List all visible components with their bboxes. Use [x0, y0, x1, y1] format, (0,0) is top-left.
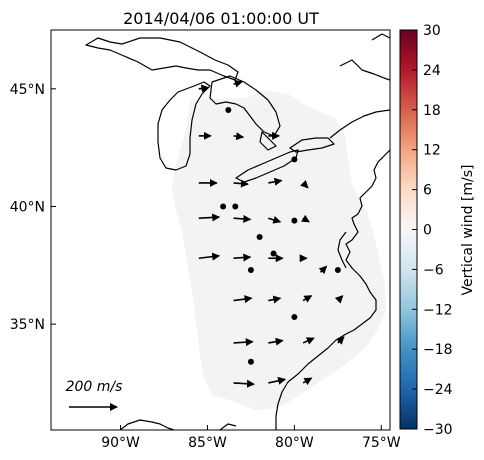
station-marker — [247, 358, 254, 365]
wind-vector — [198, 84, 210, 93]
vertical-wind-coverage — [172, 90, 386, 410]
wind-vectors — [198, 79, 345, 388]
colorbar-tick-label: −24 — [423, 382, 453, 398]
wind-vector — [233, 179, 249, 188]
wind-vector — [268, 376, 287, 385]
wind-vector — [233, 253, 252, 262]
longitude-label: 85°W — [188, 435, 227, 451]
wind-vector — [268, 215, 282, 224]
colorbar-tick-label: −6 — [423, 262, 444, 278]
colorbar-label: Vertical wind [m/s] — [460, 165, 476, 296]
colorbar-tick-label: 6 — [423, 183, 432, 199]
coastlines — [85, 33, 390, 430]
wind-vector — [233, 79, 243, 88]
station-marker — [247, 267, 254, 273]
wind-vector — [334, 295, 344, 304]
station-marker — [334, 267, 341, 273]
longitude-label: 80°W — [275, 435, 314, 451]
wind-vector — [268, 177, 283, 186]
longitude-label: 75°W — [362, 435, 401, 451]
station-marker — [220, 203, 227, 210]
station-marker — [270, 250, 277, 257]
latitude-label: 35°N — [10, 317, 45, 333]
wind-vector — [268, 337, 284, 346]
colorbar-tick-label: 24 — [423, 63, 441, 79]
station-markers — [220, 107, 341, 365]
wind-vector — [198, 252, 221, 261]
wind-vector — [336, 336, 345, 345]
colorbar-tick-label: −18 — [423, 342, 453, 358]
colorbar: 30 24 18 12 6 0 −6 −12 −18 −24 −30 Vertical wind [… — [399, 23, 476, 438]
longitude-label: 90°W — [101, 435, 140, 451]
wind-vector — [300, 179, 309, 189]
wind-vector — [233, 338, 254, 347]
latitude-label: 45°N — [10, 82, 45, 98]
station-marker — [256, 234, 263, 241]
wind-vector — [302, 377, 313, 386]
colorbar-tick-label: −12 — [423, 302, 453, 318]
map-frame — [50, 29, 391, 431]
map-area: 200 m/s — [51, 30, 390, 430]
map-title: 2014/04/06 01:00:00 UT — [123, 9, 319, 28]
longitude-tick-labels: 90°W 85°W 80°W 75°W — [101, 425, 401, 451]
latitude-tick-labels: 45°N 40°N 35°N — [10, 82, 56, 333]
wind-vector — [233, 132, 245, 141]
colorbar-tick-label: 12 — [423, 143, 441, 159]
wind-vector — [318, 265, 328, 275]
wind-vector — [301, 214, 310, 223]
wind-vector — [302, 337, 315, 345]
scale-reference: 200 m/s — [66, 379, 123, 411]
colorbar-ticks: 30 24 18 12 6 0 −6 −12 −18 −24 −30 — [412, 23, 453, 438]
station-marker — [291, 156, 298, 163]
colorbar-tick-label: 0 — [423, 223, 432, 239]
scale-label: 200 m/s — [66, 379, 123, 395]
colorbar-tick-label: 30 — [423, 23, 441, 39]
station-marker — [291, 217, 298, 224]
wind-vector — [198, 213, 221, 222]
colorbar-tick-label: 18 — [423, 103, 441, 119]
colorbar-tick-label: −30 — [423, 422, 453, 438]
wind-vector — [233, 295, 253, 304]
station-marker — [225, 107, 232, 113]
latitude-label: 40°N — [10, 199, 45, 215]
wind-vector — [302, 295, 313, 303]
station-marker — [291, 314, 298, 321]
wind-vector — [233, 214, 252, 223]
wind-vector — [268, 295, 282, 304]
station-marker — [232, 203, 239, 210]
wind-vector — [233, 379, 255, 388]
